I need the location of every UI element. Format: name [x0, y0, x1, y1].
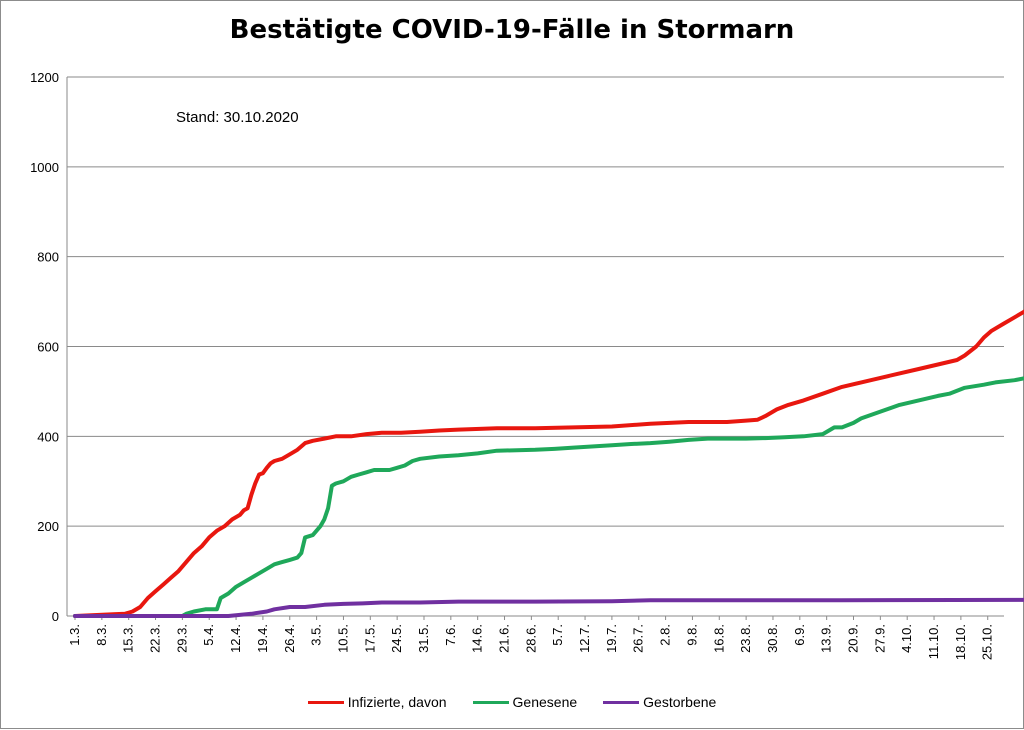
x-tick-label: 26.7.	[631, 624, 646, 653]
x-tick-label: 11.10.	[926, 624, 941, 659]
x-tick-label: 17.5.	[362, 624, 377, 653]
x-tick-label: 25.10.	[980, 624, 995, 660]
y-tick-label: 1200	[30, 70, 59, 85]
legend-label-infizierte: Infizierte, davon	[347, 694, 447, 710]
legend-label-genesene: Genesene	[512, 694, 578, 710]
x-tick-label: 5.4.	[201, 624, 216, 646]
x-tick-label: 27.9.	[872, 624, 887, 653]
x-tick-label: 16.8.	[711, 624, 726, 653]
x-tick-label: 1.3.	[67, 624, 82, 646]
x-tick-label: 2.8.	[658, 624, 673, 646]
x-tick-label: 9.8.	[684, 624, 699, 646]
stand-date-label: Stand: 30.10.2020	[176, 109, 299, 126]
legend-item-gestorbene: Gestorbene	[603, 694, 716, 710]
legend-swatch-gestorbene	[603, 700, 640, 704]
y-tick-label: 400	[37, 429, 59, 444]
y-tick-label: 200	[37, 519, 59, 534]
x-tick-label: 31.5.	[416, 624, 431, 653]
series-lines	[73, 309, 1024, 618]
x-tick-label: 20.9.	[846, 624, 861, 653]
x-tick-label: 23.8.	[738, 624, 753, 653]
x-tick-label: 8.3.	[94, 624, 109, 646]
legend-swatch-infizierte	[307, 700, 344, 704]
x-tick-label: 22.3.	[148, 624, 163, 653]
x-tick-label: 24.5.	[389, 624, 404, 653]
series-line-2	[73, 597, 1024, 618]
y-tick-label: 800	[37, 250, 59, 265]
x-tick-label: 29.3.	[174, 624, 189, 653]
x-tick-labels: 1.3. 8.3. 15.3. 22.3. 29.3. 5.4. 12.4. 19.4. 26.…	[67, 624, 995, 660]
series-line-1	[73, 376, 1024, 618]
x-tick-label: 7.6.	[443, 624, 458, 646]
x-tick-label: 19.4.	[255, 624, 270, 653]
y-tick-label: 600	[37, 340, 59, 355]
series-line-0	[73, 309, 1024, 618]
y-tick-label: 0	[52, 609, 59, 624]
x-tick-label: 3.5.	[309, 624, 324, 646]
x-tick-label: 19.7.	[604, 624, 619, 653]
x-tick-label: 14.6.	[470, 624, 485, 653]
x-tick-label: 18.10.	[953, 624, 968, 660]
x-tick-label: 15.3.	[121, 624, 136, 653]
x-tick-label: 10.5.	[335, 624, 350, 653]
x-tick-label: 30.8.	[765, 624, 780, 653]
x-tick-label: 12.7.	[577, 624, 592, 653]
legend-swatch-genesene	[472, 700, 509, 704]
legend-item-genesene: Genesene	[472, 694, 578, 710]
x-tick-label: 28.6.	[523, 624, 538, 653]
chart-title: Bestätigte COVID-19-Fälle in Stormarn	[229, 15, 795, 45]
x-tick-label: 21.6.	[497, 624, 512, 653]
legend-label-gestorbene: Gestorbene	[643, 694, 717, 710]
x-tick-label: 6.9.	[792, 624, 807, 646]
legend: Infizierte, davon Genesene Gestorbene	[1, 691, 1023, 713]
x-tick-label: 26.4.	[282, 624, 297, 653]
legend-item-infizierte: Infizierte, davon	[307, 694, 447, 710]
y-tick-label: 1000	[30, 160, 59, 175]
x-tick-label: 12.4.	[228, 624, 243, 653]
x-tick-label: 13.9.	[819, 624, 834, 653]
x-tick-label: 4.10.	[899, 624, 914, 653]
x-tick-label: 5.7.	[550, 624, 565, 646]
y-tick-labels: 0 200 400 600 800 1000 1200	[30, 70, 59, 624]
gridlines	[67, 76, 1004, 527]
